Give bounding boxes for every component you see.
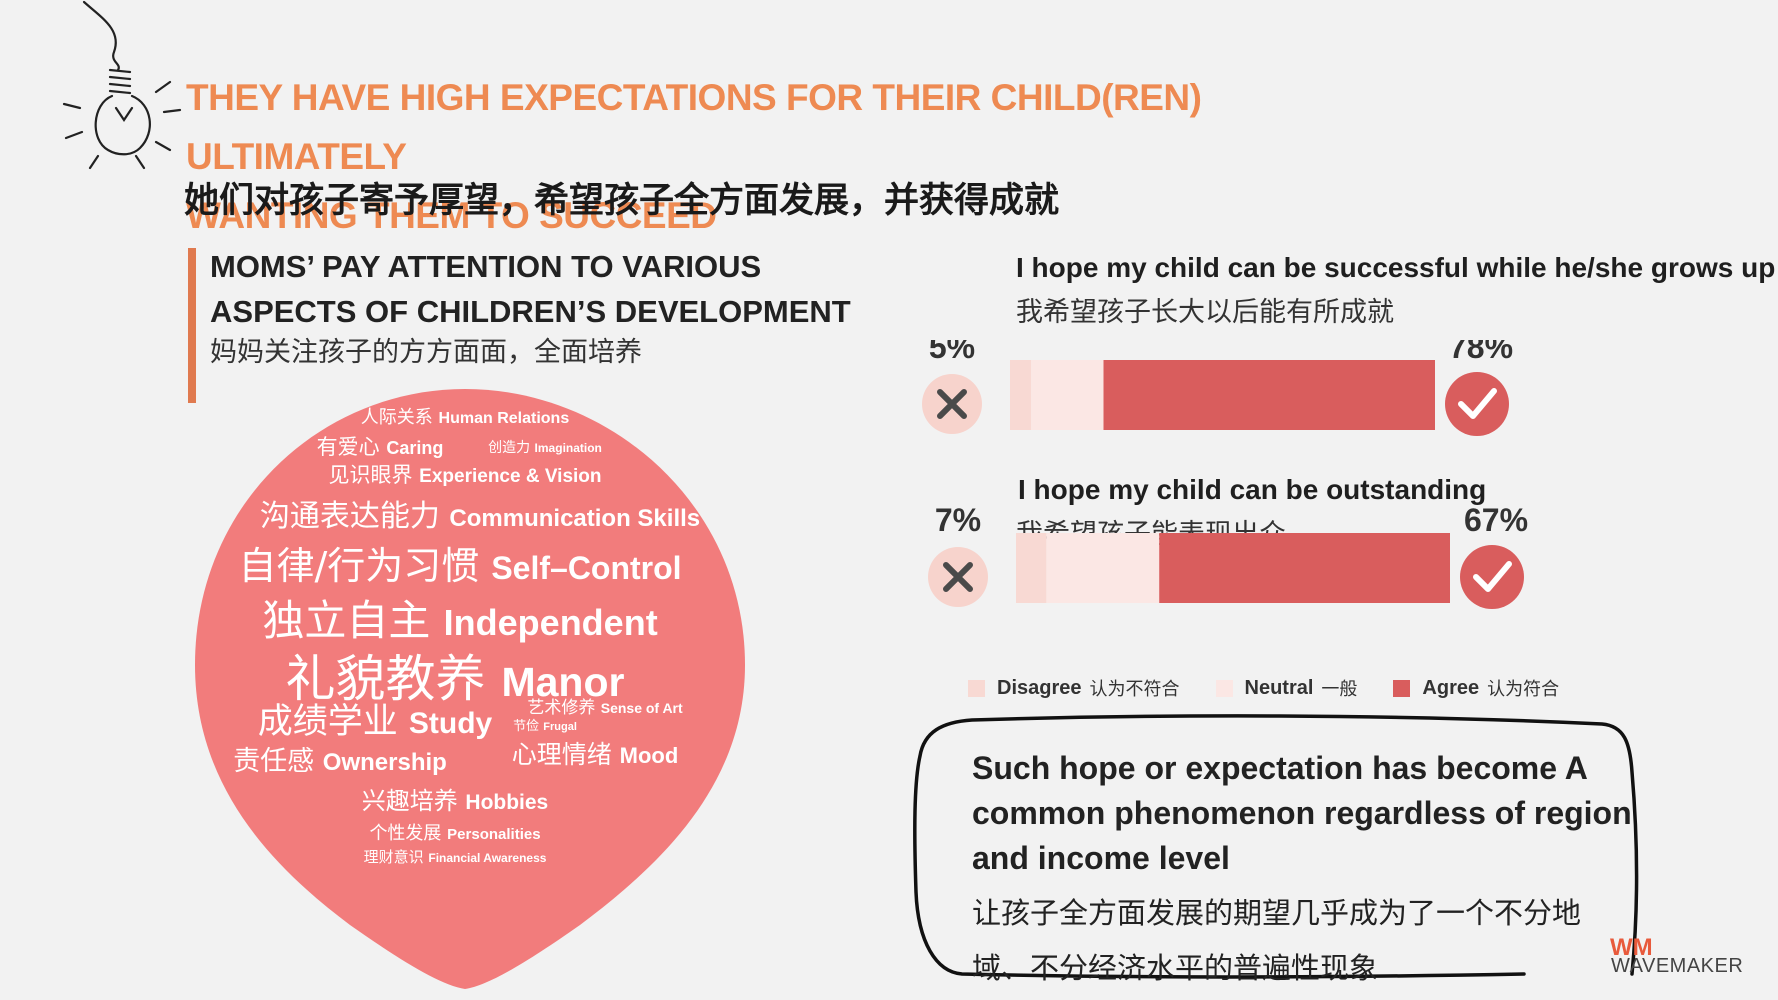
word-cloud: 人际关系 Human Relations 有爱心 Caring 创造力 Imagin…	[190, 385, 750, 1000]
legend-item-agree: Agree 认为符合	[1393, 675, 1559, 701]
word-cloud-item-en: Manor	[501, 659, 625, 705]
close-icon	[943, 562, 973, 592]
word-cloud-item-en: Mood	[619, 743, 679, 768]
word-cloud-item-en: Sense of Art	[600, 700, 683, 716]
page-title: THEY HAVE HIGH EXPECTATIONS FOR THEIR CH…	[186, 68, 1386, 245]
section-accent-bar	[188, 248, 196, 403]
word-cloud-item-en: Ownership	[322, 749, 447, 776]
legend-label-agree: Agree	[1422, 676, 1480, 699]
data-label-disagree: 7%	[935, 502, 981, 538]
word-cloud-item-cn: 人际关系	[360, 407, 439, 428]
legend-swatch-neutral	[1215, 679, 1233, 697]
word-cloud-item: 沟通表达能力 Communication Skills	[260, 491, 700, 535]
word-cloud-item-en: Hobbies	[465, 791, 549, 814]
bar-segment-agree	[1103, 360, 1435, 430]
legend-label-agree-cn: 认为符合	[1487, 679, 1560, 700]
agree-icon	[1460, 545, 1524, 609]
word-cloud-item: 艺术修养 Sense of Art	[527, 693, 682, 718]
bar-segment-disagree	[1016, 533, 1047, 603]
data-label-disagree: 5%	[929, 340, 975, 365]
bar-segment-neutral	[1031, 360, 1104, 430]
page-title-cn: 她们对孩子寄予厚望，希望孩子全方面发展，并获得成就	[184, 181, 1060, 221]
page-title-line1: THEY HAVE HIGH EXPECTATIONS FOR THEIR CH…	[186, 77, 1202, 177]
word-cloud-item-cn: 礼貌教养	[285, 650, 502, 708]
section-subtitle-cn: 妈妈关注孩子的方方面面，全面培养	[210, 337, 642, 368]
word-cloud-item: 兴趣培养 Hobbies	[362, 781, 548, 816]
word-cloud-item: 自律/行为习惯 Self–Control	[238, 535, 681, 590]
question-1-subtitle: 我希望孩子长大以后能有所成就	[1016, 297, 1394, 328]
data-label-agree: 78%	[1449, 340, 1513, 365]
legend-item-disagree: Disagree 认为不符合	[968, 675, 1180, 701]
word-cloud-item-cn: 心理情绪	[511, 740, 620, 769]
word-cloud-item-cn: 艺术修养	[527, 698, 601, 718]
bar-segment-agree	[1159, 533, 1450, 603]
word-cloud-item: 个性发展 Personalities	[369, 819, 540, 845]
word-cloud-item-cn: 有爱心	[316, 435, 387, 459]
word-cloud-item: 节俭 Frugal	[513, 715, 577, 735]
callout-text-cn: 让孩子全方面发展的期望几乎成为了一个不分地域、不分经济水平的普遍性现象	[972, 896, 1582, 985]
word-cloud-item-en: Financial Awareness	[428, 851, 547, 865]
word-cloud-item-en: Frugal	[543, 721, 577, 733]
word-cloud-item-cn: 成绩学业	[257, 702, 409, 742]
word-cloud-item-cn: 创造力	[488, 440, 535, 456]
stacked-bar-chart: 5% 78% 7% 67%	[922, 340, 1528, 609]
word-cloud-item-cn: 见识眼界	[328, 463, 420, 487]
word-cloud-item: 有爱心 Caring	[317, 431, 444, 461]
legend-label-neutral-cn: 一般	[1321, 679, 1358, 700]
word-cloud-item: 人际关系 Human Relations	[361, 403, 569, 429]
callout-text: Such hope or expectation has become A co…	[972, 750, 1632, 876]
bar-segment-neutral	[1046, 533, 1160, 603]
word-cloud-item-cn: 沟通表达能力	[259, 499, 450, 534]
word-cloud-item-en: Caring	[386, 438, 444, 458]
word-cloud-shape	[195, 389, 745, 989]
word-cloud-item: 见识眼界 Experience & Vision	[328, 459, 601, 489]
question-2-title: I hope my child can be outstanding	[1018, 474, 1487, 505]
word-cloud-item-en: Study	[408, 707, 493, 740]
word-cloud-item-en: Human Relations	[438, 410, 570, 427]
section-title: MOMS’ PAY ATTENTION TO VARIOUS ASPECTS O…	[210, 244, 851, 334]
word-cloud-item-cn: 兴趣培养	[361, 787, 466, 815]
word-cloud-item-cn: 节俭	[513, 719, 544, 734]
legend-item-neutral: Neutral 一般	[1215, 675, 1358, 701]
wavemaker-wordmark: WAVEMAKER	[1611, 955, 1744, 977]
word-cloud-item-cn: 独立自主	[262, 596, 444, 645]
bar-segment-disagree	[1010, 360, 1032, 430]
section-title-line1: MOMS’ PAY ATTENTION TO VARIOUS	[210, 249, 762, 284]
word-cloud-item: 独立自主 Independent	[262, 587, 657, 648]
word-cloud-item: 创造力 Imagination	[488, 437, 602, 457]
close-icon	[937, 389, 967, 419]
word-cloud-item-en: Communication Skills	[449, 505, 701, 532]
check-icon	[1458, 388, 1497, 419]
word-cloud-item-cn: 自律/行为习惯	[238, 544, 492, 588]
word-cloud-item-cn: 个性发展	[369, 823, 448, 844]
word-cloud-item-en: Imagination	[534, 441, 602, 455]
word-cloud-item-en: Personalities	[447, 826, 541, 843]
legend-label-disagree-cn: 认为不符合	[1089, 679, 1180, 700]
chart-legend: Disagree 认为不符合 Neutral 一般 Agree 认为符合	[968, 676, 1595, 700]
word-cloud-item-en: Independent	[443, 602, 658, 643]
word-cloud-item-en: Self–Control	[491, 550, 682, 586]
data-label-agree: 67%	[1464, 502, 1528, 538]
word-cloud-item-cn: 理财意识	[363, 848, 429, 866]
section-title-line2: ASPECTS OF CHILDREN’S DEVELOPMENT	[210, 294, 851, 329]
word-cloud-item: 成绩学业 Study	[258, 693, 492, 744]
word-cloud-item: 责任感 Ownership	[233, 739, 447, 778]
legend-swatch-agree	[1393, 679, 1411, 697]
word-cloud-item: 理财意识 Financial Awareness	[364, 846, 547, 867]
callout-box	[913, 714, 1639, 979]
wavemaker-logo: WM	[1610, 934, 1653, 961]
legend-label-disagree: Disagree	[997, 676, 1082, 699]
agree-icon	[1445, 372, 1509, 436]
word-cloud-item: 礼貌教养 Manor	[286, 639, 625, 711]
lightbulb-icon	[62, 0, 182, 170]
word-cloud-item-en: Experience & Vision	[419, 466, 602, 487]
legend-swatch-disagree	[968, 679, 985, 697]
question-1-title: I hope my child can be successful while …	[1016, 252, 1776, 283]
legend-label-neutral: Neutral	[1244, 676, 1314, 699]
page-title-line2: WANTING THEM TO SUCCEED	[186, 195, 717, 236]
check-icon	[1473, 561, 1512, 592]
word-cloud-item-cn: 责任感	[233, 746, 323, 777]
word-cloud-item: 心理情绪 Mood	[512, 735, 679, 771]
